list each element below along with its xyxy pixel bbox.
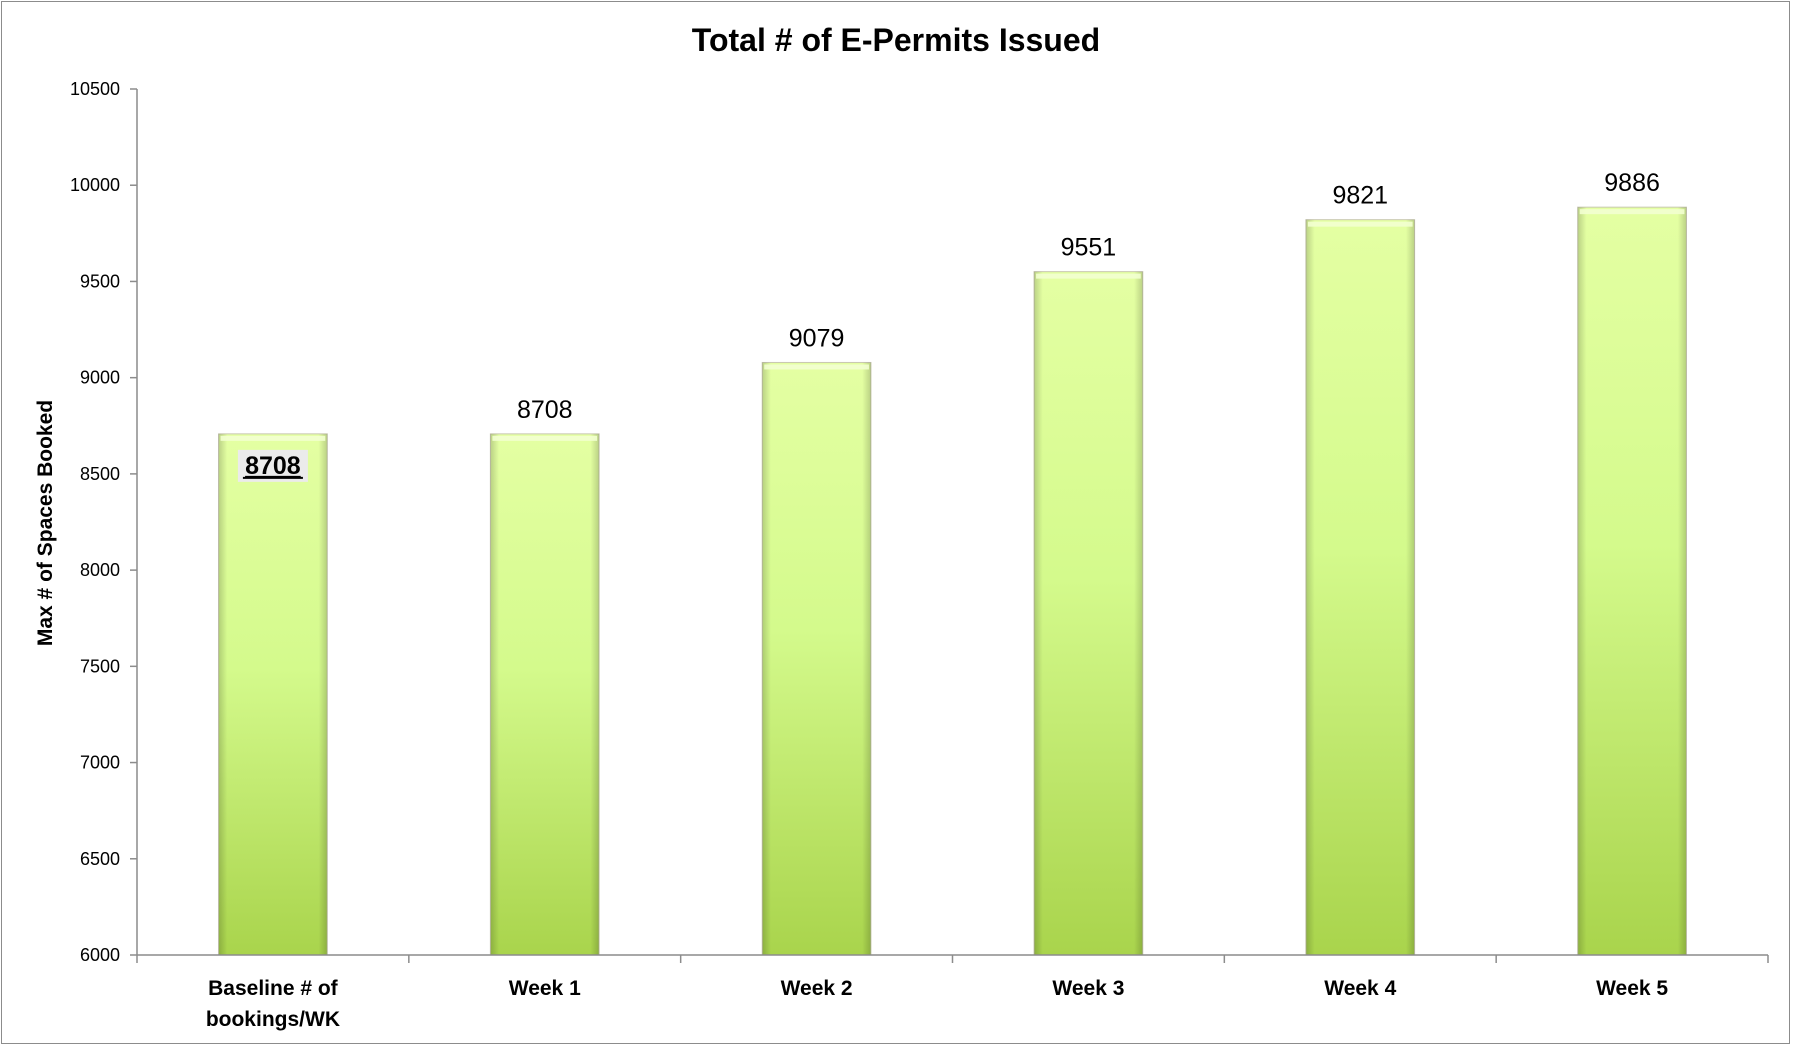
data-label: 9079 [789,324,845,352]
data-label: 9886 [1604,169,1660,197]
y-axis-ticks: 6000 6500 7000 7500 8000 8500 9000 9500 10000 105… [70,79,137,965]
data-label: 8708 [517,396,573,424]
bar-shading [218,433,328,955]
bar-top-highlight [1307,221,1413,227]
y-tick-label: 8500 [80,464,120,484]
y-tick-label: 6000 [80,945,120,965]
data-label-box [237,449,308,482]
bar-shading [490,433,600,955]
data-label: 9821 [1332,182,1388,210]
y-tick-label: 9000 [80,368,120,388]
y-tick-label: 8000 [80,560,120,580]
x-tick-label: Week 4 [1324,977,1396,1000]
bar-top-highlight [492,435,598,441]
data-label: 8708 [245,452,301,480]
y-axis-label: Max # of Spaces Booked [34,400,57,646]
y-tick-label: 9500 [80,271,120,291]
bar-shading [1305,219,1415,955]
data-labels: 8708 8708 9079 9551 9821 9886 [237,169,1660,482]
y-tick-label: 6500 [80,849,120,869]
bar-top-highlight [1036,273,1141,279]
bars [218,206,1687,956]
x-tick-label: Week 1 [509,977,581,1000]
x-tick-label: Week 5 [1596,977,1668,1000]
bar-shading [762,362,871,955]
x-tick-label: Baseline # of [208,977,339,1000]
data-label: 9551 [1061,234,1117,262]
chart-title: Total # of E-Permits Issued [692,22,1100,58]
bar-shading [1034,271,1143,956]
y-tick-label: 7500 [80,656,120,676]
bar-top-highlight [220,435,326,441]
x-tick-label: bookings/WK [206,1008,340,1031]
x-axis: Baseline # of bookings/WK Week 1 Week 2 Week… [136,954,1769,1031]
x-tick-label: Week 2 [781,977,853,1000]
y-tick-label: 7000 [80,753,120,773]
y-tick-label: 10500 [70,79,120,99]
bar-top-highlight [1579,209,1685,215]
y-tick-label: 10000 [70,175,120,195]
bar-top-highlight [764,364,869,370]
bar-shading [1577,207,1687,955]
x-tick-label: Week 3 [1052,977,1124,1000]
